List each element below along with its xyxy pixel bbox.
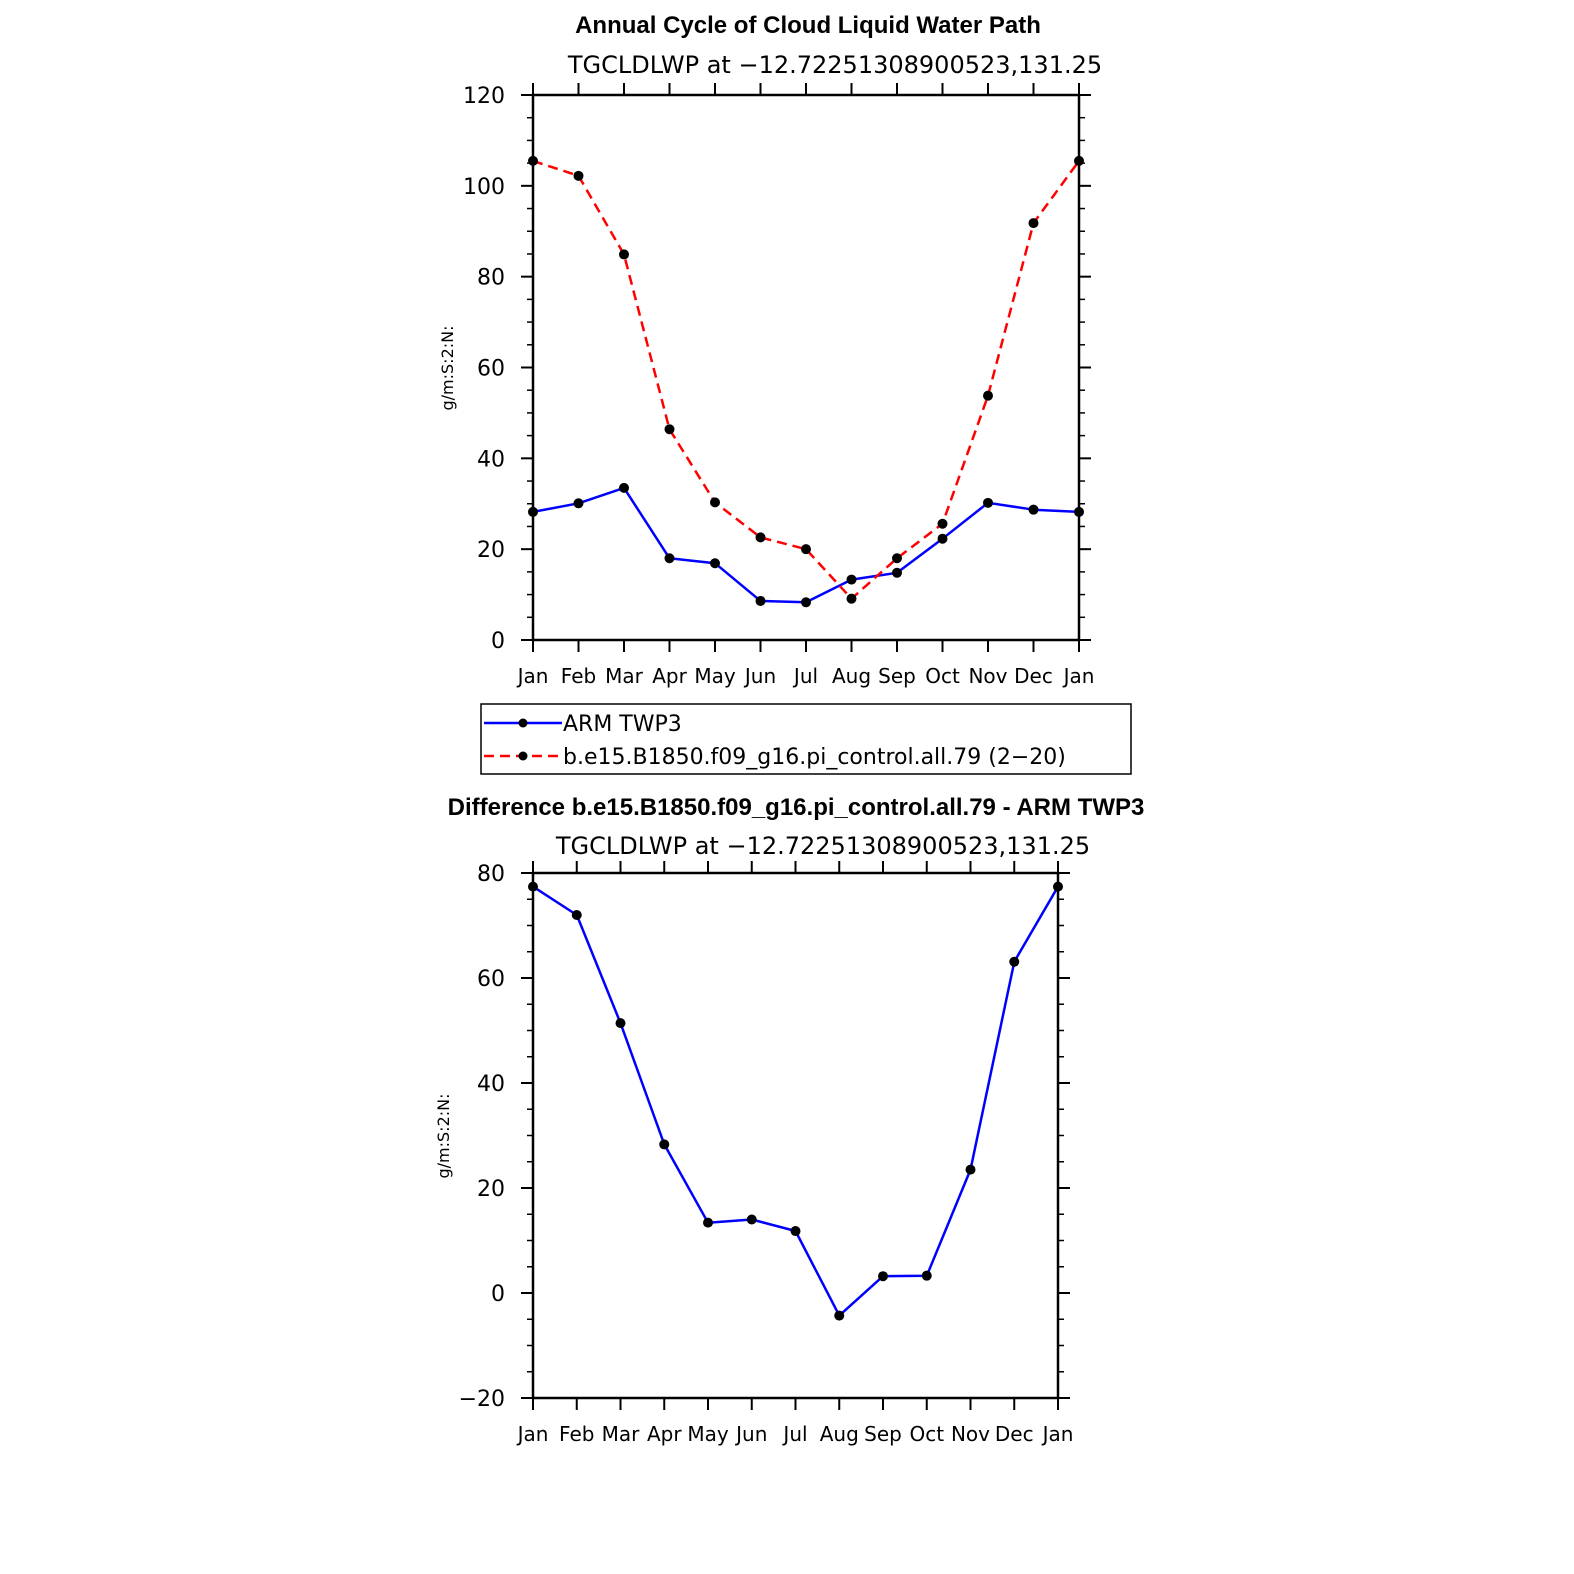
chart2-series-0-point bbox=[921, 1270, 932, 1281]
chart2-series-0-point bbox=[965, 1164, 976, 1175]
chart2-xtick-label: May bbox=[687, 1422, 729, 1446]
chart1-ytick-label: 20 bbox=[477, 538, 505, 563]
chart1-xtick-label: May bbox=[694, 664, 736, 688]
chart2-xtick-label: Jun bbox=[734, 1422, 767, 1446]
chart2-title: Difference b.e15.B1850.f09_g16.pi_contro… bbox=[448, 794, 1145, 821]
chart1-series-0-point bbox=[755, 595, 766, 606]
chart2-xtick-label: Mar bbox=[602, 1422, 641, 1446]
chart2-ytick-label: 60 bbox=[477, 967, 505, 992]
chart1-series-1-point bbox=[937, 518, 948, 529]
chart1-ytick-label: 0 bbox=[491, 629, 505, 654]
chart1-plot: 0 20 40 60 80 100 120 Jan Feb Mar Apr May Jun Jul Aug S… bbox=[463, 83, 1094, 688]
chart1-xtick-label: Oct bbox=[925, 664, 960, 688]
chart1-series-1-line bbox=[532, 159, 1081, 600]
legend-label-arm-twp3: ARM TWP3 bbox=[563, 712, 682, 737]
chart1-series-1-point bbox=[801, 544, 811, 555]
chart1-series-1-point bbox=[846, 593, 857, 604]
chart2-ylabel: g/m:S:2:N: bbox=[434, 1094, 453, 1179]
chart2-series-0-point bbox=[528, 881, 538, 892]
chart1-title: Annual Cycle of Cloud Liquid Water Path bbox=[575, 12, 1041, 39]
chart1-xtick-label: Mar bbox=[605, 664, 644, 688]
chart1-xtick-label: Jun bbox=[743, 664, 776, 688]
chart1-xtick-label: Sep bbox=[878, 664, 916, 688]
chart1-series-1-point bbox=[983, 390, 993, 401]
chart2-series-0-point bbox=[571, 910, 582, 920]
chart2-series-0-point bbox=[878, 1271, 888, 1282]
chart1-series-0-point bbox=[528, 506, 538, 517]
chart1-ylabel: g/m:S:2:N: bbox=[438, 326, 457, 411]
chart2-xtick-label: Nov bbox=[951, 1422, 990, 1446]
chart1-ytick-label: 100 bbox=[463, 175, 505, 200]
chart2-xtick-label: Aug bbox=[820, 1422, 859, 1446]
chart1-series-1-point bbox=[1028, 218, 1039, 229]
chart2-xtick-label: Jan bbox=[1041, 1422, 1074, 1446]
chart1-ytick-label: 60 bbox=[477, 357, 505, 382]
chart1-xtick-label: Jan bbox=[1062, 664, 1095, 688]
chart1-series-0-point bbox=[664, 553, 675, 564]
chart2-series-0-point bbox=[746, 1214, 757, 1225]
chart2-xtick-label: Dec bbox=[995, 1422, 1034, 1446]
chart1-series-0-point bbox=[892, 567, 902, 578]
chart1-ytick-label: 120 bbox=[463, 84, 505, 109]
legend-marker-model bbox=[518, 751, 528, 761]
chart2-frame bbox=[531, 871, 1060, 1400]
chart2-xtick-label: Jan bbox=[516, 1422, 549, 1446]
chart2-ytick-label: 40 bbox=[477, 1072, 505, 1097]
chart1-xtick-label: Feb bbox=[561, 664, 596, 688]
chart2-series-0-point bbox=[834, 1310, 845, 1321]
chart1-series-0-point bbox=[846, 574, 857, 585]
chart1-series-1-point bbox=[892, 553, 902, 564]
chart1-series-0-point bbox=[983, 497, 993, 508]
chart1-xtick-label: Jan bbox=[516, 664, 549, 688]
chart2-xtick-label: Sep bbox=[864, 1422, 902, 1446]
chart2-series-0-point bbox=[1009, 956, 1020, 967]
chart1-series-0-point bbox=[710, 558, 720, 569]
chart2-plot: −20 0 20 40 60 80 Jan Feb Mar Apr May Jun Jul Aug Sep O… bbox=[459, 861, 1074, 1446]
legend-label-model: b.e15.B1850.f09_g16.pi_control.all.79 (2… bbox=[563, 745, 1066, 770]
chart1-series-0-point bbox=[1074, 506, 1084, 517]
chart1-series-1-point bbox=[528, 155, 538, 166]
chart2-xtick-label: Feb bbox=[559, 1422, 594, 1446]
chart1-series-1-point bbox=[710, 497, 720, 508]
chart1-series-0-point bbox=[573, 498, 584, 509]
chart1-xtick-label: Dec bbox=[1014, 664, 1053, 688]
chart2-series-0-point bbox=[659, 1139, 670, 1150]
chart1-series-0-point bbox=[937, 533, 948, 544]
chart1-series-1-point bbox=[573, 170, 584, 181]
chart1-series-0-point bbox=[1028, 504, 1039, 515]
chart2-ytick-label: 80 bbox=[477, 862, 505, 887]
chart1-frame bbox=[531, 93, 1081, 642]
chart2-ytick-label: 20 bbox=[477, 1177, 505, 1202]
chart1-ytick-label: 40 bbox=[477, 447, 505, 472]
chart2-series-0-point bbox=[1053, 881, 1063, 892]
chart1-series-1-point bbox=[1074, 155, 1084, 166]
chart2-xtick-label: Oct bbox=[909, 1422, 944, 1446]
chart2-xtick-label: Apr bbox=[647, 1422, 682, 1446]
chart2-xtick-label: Jul bbox=[781, 1422, 807, 1446]
chart1-xtick-label: Jul bbox=[792, 664, 818, 688]
legend-marker-arm-twp3 bbox=[518, 718, 528, 728]
chart1-series-0-point bbox=[801, 597, 811, 608]
chart1-xtick-label: Aug bbox=[832, 664, 871, 688]
chart1-ytick-label: 80 bbox=[477, 266, 505, 291]
chart1-series-0-point bbox=[619, 482, 629, 493]
legend-frame bbox=[480, 703, 1132, 775]
chart1-series-1-point bbox=[619, 249, 629, 260]
chart1-xtick-label: Nov bbox=[968, 664, 1007, 688]
chart1-series-1-point bbox=[755, 532, 766, 543]
chart1-subtitle: TGCLDLWP at −12.72251308900523,131.25 bbox=[567, 51, 1102, 79]
chart1-legend: ARM TWP3 b.e15.B1850.f09_g16.pi_control.… bbox=[480, 703, 1132, 775]
chart2-series-0-line bbox=[532, 885, 1060, 1317]
chart2-subtitle: TGCLDLWP at −12.72251308900523,131.25 bbox=[555, 832, 1090, 860]
chart2-series-0-point bbox=[615, 1018, 626, 1029]
chart2-series-0-point bbox=[790, 1226, 801, 1237]
chart2-series-0-point bbox=[703, 1217, 713, 1228]
chart1-series-1-point bbox=[664, 424, 675, 435]
chart2-ytick-label: −20 bbox=[459, 1387, 505, 1412]
chart2-ytick-label: 0 bbox=[491, 1282, 505, 1307]
chart1-xtick-label: Apr bbox=[652, 664, 687, 688]
